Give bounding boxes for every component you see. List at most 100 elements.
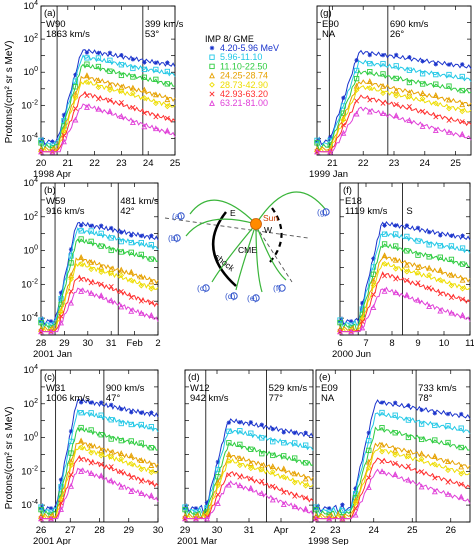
plot-frame — [40, 182, 159, 336]
series-point — [88, 400, 94, 405]
series-point — [458, 425, 464, 431]
series-point — [433, 71, 439, 78]
series-point — [95, 55, 102, 61]
series-point — [98, 223, 104, 228]
series-point — [446, 96, 452, 103]
series-point — [148, 492, 155, 499]
series-point — [98, 412, 104, 418]
series-point — [392, 412, 398, 418]
series-point — [393, 400, 398, 405]
x-tick-label: 25 — [450, 158, 461, 169]
series-point — [98, 447, 105, 454]
series-point — [392, 289, 399, 296]
series-point — [459, 130, 466, 137]
series-point — [327, 506, 332, 511]
series-point — [381, 287, 388, 294]
series-point — [339, 515, 346, 522]
series-point — [68, 276, 74, 282]
series-point — [446, 62, 452, 67]
series-point — [291, 479, 298, 486]
diagram-reference-line — [164, 217, 309, 239]
series-point — [405, 476, 412, 483]
series-point — [379, 459, 385, 465]
series-point — [270, 426, 275, 432]
series-point — [446, 117, 452, 123]
series-point — [426, 303, 433, 310]
x-tick-label: 6 — [337, 338, 342, 349]
series-point — [448, 256, 455, 263]
x-tick-label: 24 — [420, 158, 431, 169]
series-point — [460, 296, 466, 302]
series-point — [448, 243, 455, 249]
cme-location: E90 — [322, 19, 339, 30]
series-point — [153, 100, 159, 107]
series-point — [148, 445, 154, 451]
chart-panel-a: 10-4 10-2 100 102 104 20 21 22 23 24 25 1998 Apr (a)… — [21, 0, 183, 180]
series-point — [445, 423, 451, 429]
series-point — [381, 261, 388, 267]
series-point — [98, 269, 105, 275]
series-point — [108, 417, 114, 423]
series-point — [98, 281, 104, 287]
series-point — [107, 87, 113, 93]
series-point — [226, 472, 232, 478]
series-point — [437, 254, 443, 260]
series-point — [459, 101, 466, 108]
series-point — [394, 52, 399, 58]
series-point — [392, 256, 399, 263]
series-point — [215, 466, 221, 473]
cme-location: W31 — [46, 383, 66, 394]
series-point — [393, 112, 400, 119]
series-point — [128, 475, 134, 481]
series-point — [237, 462, 243, 469]
chart-panel-b: 10-4 10-2 100 102 104 28 29 30 31 Feb 2 2001 Jan (b)… — [21, 177, 160, 360]
x-tick-label: 30 — [212, 525, 223, 536]
series-point — [458, 493, 465, 500]
series-point — [431, 488, 438, 495]
series-point — [61, 112, 67, 118]
series-point — [445, 467, 451, 474]
series-point — [437, 266, 444, 273]
sun — [250, 218, 262, 230]
x-tick-label: 23 — [116, 158, 127, 169]
series-point — [119, 406, 124, 412]
y-axis-title-top: Protons/(cm² sr s MeV) — [4, 41, 15, 144]
series-point — [313, 506, 319, 511]
series-point — [432, 422, 438, 429]
series-point — [128, 277, 135, 284]
series-point — [446, 71, 452, 78]
series-point — [138, 239, 144, 246]
series-point — [214, 479, 221, 485]
series-point — [366, 475, 372, 481]
series-line-5 — [41, 80, 176, 153]
series-point — [226, 420, 232, 425]
series-point — [58, 496, 64, 503]
series-point — [38, 506, 44, 511]
series-line-2 — [40, 227, 159, 329]
series-point — [270, 452, 276, 459]
series-point — [182, 506, 188, 513]
series-point — [128, 460, 135, 467]
date-label: 2001 Jan — [33, 349, 72, 360]
panel-label: (a) — [44, 8, 56, 19]
series-point — [406, 93, 413, 100]
series-point — [107, 97, 113, 103]
series-point — [95, 77, 102, 83]
series-point — [61, 132, 67, 138]
series-point — [68, 458, 75, 465]
series-point — [226, 458, 232, 464]
series-point — [98, 292, 105, 299]
series-point — [360, 300, 365, 306]
panel-label: (e) — [319, 372, 331, 383]
series-point — [95, 105, 102, 112]
series-point — [58, 295, 64, 302]
series-point — [292, 430, 297, 436]
legend-marker — [209, 72, 215, 79]
series-point — [382, 223, 387, 228]
series-point — [291, 470, 298, 477]
series-point — [445, 458, 451, 465]
x-tick-label: 21 — [327, 158, 338, 169]
series-point — [48, 319, 54, 324]
series-point — [68, 247, 74, 252]
series-point — [214, 500, 221, 506]
